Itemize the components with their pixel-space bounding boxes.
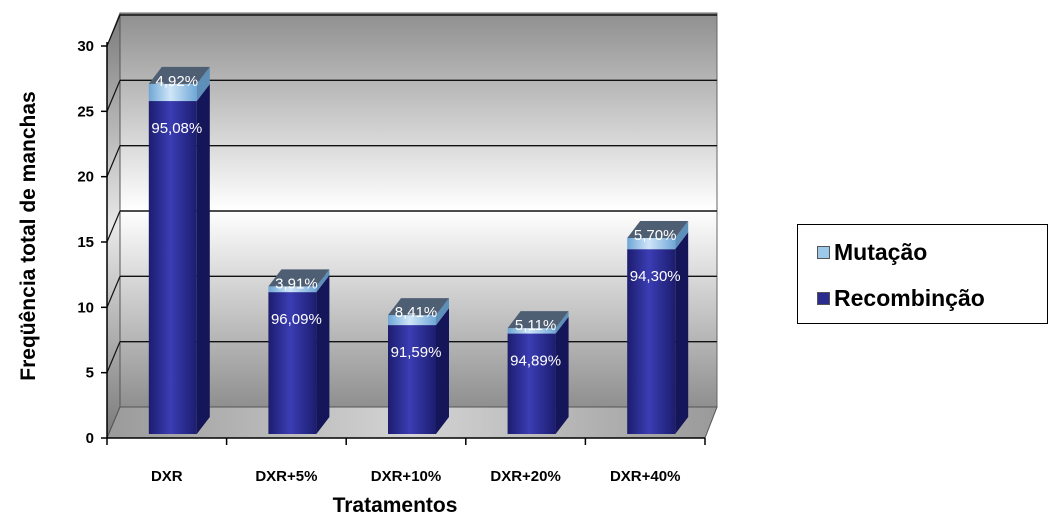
bar-side-mutacao <box>675 221 689 250</box>
bar-DXR+40%: 5,70% 94,30% <box>627 221 689 434</box>
bar-side-recombinacao <box>555 316 569 434</box>
y-axis-ticks: 0 5 10 15 20 25 30 <box>77 38 705 447</box>
gridline-side <box>106 80 121 112</box>
bar-top-cap <box>148 66 210 84</box>
y-tick-label: 20 <box>77 169 94 186</box>
y-tick-label: 15 <box>77 234 94 251</box>
bars: 4,92% 95,08% 3,91% 96,09% 8,41% 91,59% 5,11% 94… <box>148 66 689 435</box>
bar-top-cap <box>507 311 569 329</box>
bar-side-recombinacao <box>436 308 449 434</box>
y-tick-label: 25 <box>77 103 94 120</box>
gridline-side <box>106 14 121 47</box>
gridline-side <box>106 276 121 308</box>
bar-side-mutacao <box>316 269 330 293</box>
bar-segment-recombinacao <box>507 333 556 434</box>
x-category-label: DXR+5% <box>255 468 317 485</box>
gridline-side <box>106 341 121 373</box>
data-label-recombinacao: 95,08% <box>151 120 202 137</box>
bar-top-cap <box>627 221 689 238</box>
y-axis-title: Freqüência total de manchas <box>17 91 40 380</box>
data-label-recombinacao: 94,89% <box>510 353 561 370</box>
bar-top-cap <box>268 269 330 287</box>
legend-swatch-recombincao <box>817 292 830 305</box>
bar-DXR+5%: 3,91% 96,09% <box>268 269 330 434</box>
bar-segment-mutacao <box>627 238 676 250</box>
bar-side-mutacao <box>196 66 210 102</box>
data-label-mutacao: 5,11% <box>515 317 556 334</box>
gridline-side <box>106 210 121 243</box>
bar-segment-recombinacao <box>148 101 197 435</box>
data-label-mutacao: 8,41% <box>395 304 438 321</box>
data-label-mutacao: 4,92% <box>156 73 199 90</box>
x-category-label: DXR+20% <box>490 468 560 485</box>
bar-segment-recombinacao <box>627 249 676 434</box>
bar-side-recombinacao <box>316 275 330 434</box>
legend-swatch-mutacao <box>817 246 830 259</box>
bar-segment-mutacao <box>388 315 436 326</box>
data-label-recombinacao: 94,30% <box>630 268 681 285</box>
gridline-side <box>106 145 121 177</box>
x-category-label: DXR+10% <box>371 468 441 485</box>
bar-side-mutacao <box>436 298 449 326</box>
x-category-label: DXR <box>151 468 183 485</box>
data-label-mutacao: 3,91% <box>275 275 318 292</box>
bar-DXR: 4,92% 95,08% <box>148 66 210 435</box>
bar-DXR+10%: 8,41% 91,59% <box>388 298 449 434</box>
y-tick-label: 0 <box>86 430 94 447</box>
x-category-label: DXR+40% <box>610 468 680 485</box>
legend-item-mutacao: Mutação <box>817 239 927 266</box>
x-axis-category-labels: DXR DXR+5% DXR+10% DXR+20% DXR+40% <box>106 438 706 485</box>
y-tick-label: 10 <box>77 299 94 316</box>
bar-side-recombinacao <box>675 232 689 434</box>
chart-legend: Mutação Recombinção <box>797 224 1048 324</box>
bar-segment-mutacao <box>268 286 317 293</box>
x-axis-title: Tratamentos <box>333 494 458 517</box>
y-tick-label: 30 <box>77 38 94 55</box>
bar-side-mutacao <box>555 311 569 334</box>
legend-item-recombincao: Recombinção <box>817 285 985 312</box>
legend-label-recombincao: Recombinção <box>834 285 985 311</box>
bar-top-cap <box>388 298 449 316</box>
bar-side-recombinacao <box>196 84 210 435</box>
bar-segment-mutacao <box>507 328 556 334</box>
data-label-recombinacao: 91,59% <box>391 344 442 361</box>
data-label-mutacao: 5,70% <box>634 227 677 244</box>
bar-segment-mutacao <box>148 83 197 102</box>
y-tick-label: 5 <box>86 365 94 382</box>
data-label-recombinacao: 96,09% <box>271 311 322 328</box>
bar-segment-recombinacao <box>388 325 436 434</box>
bar-segment-recombinacao <box>268 292 317 434</box>
bar-DXR+20%: 5,11% 94,89% <box>507 311 569 434</box>
legend-label-mutacao: Mutação <box>834 239 928 265</box>
